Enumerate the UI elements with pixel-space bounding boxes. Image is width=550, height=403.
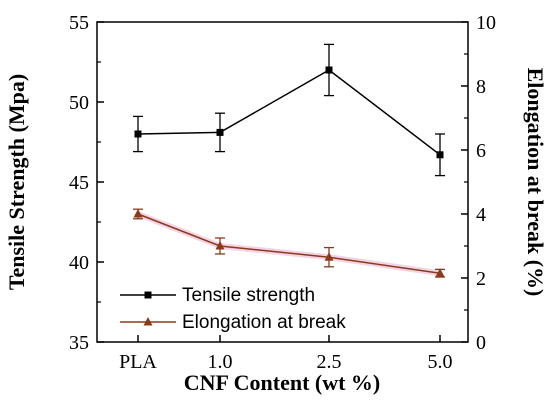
data-point [324, 252, 334, 261]
right-tick-label: 4 [476, 204, 486, 226]
x-axis-title: CNF Content (wt %) [184, 370, 381, 395]
x-axis: PLA 1.0 2.5 5.0 [119, 335, 453, 373]
right-tick-label: 0 [476, 332, 486, 354]
data-point [325, 66, 333, 74]
right-tick-label: 2 [476, 268, 486, 290]
data-point [435, 268, 445, 277]
left-axis-title: Tensile Strength (Mpa) [4, 74, 29, 290]
legend-marker [143, 317, 153, 326]
right-tick-label: 10 [476, 12, 496, 34]
series-layer [133, 43, 445, 278]
right-axis-title: Elongation at break (%) [523, 68, 548, 297]
series-line [137, 69, 441, 156]
x-tick-label: 1.0 [208, 351, 233, 373]
x-tick-label: 5.0 [428, 351, 453, 373]
left-tick-label: 45 [69, 172, 89, 194]
data-point [133, 209, 143, 218]
left-axis: 35 40 45 50 55 [69, 12, 104, 354]
left-tick-label: 50 [69, 92, 89, 114]
right-axis: 0 2 4 6 8 10 [461, 12, 496, 354]
legend-label: Tensile strength [182, 285, 315, 306]
right-tick-label: 6 [476, 140, 486, 162]
right-tick-label: 8 [476, 76, 486, 98]
data-point [436, 151, 444, 159]
legend-label: Elongation at break [182, 312, 346, 333]
data-point [215, 241, 225, 250]
data-point [216, 128, 224, 136]
data-point [134, 130, 142, 138]
x-tick-label: PLA [119, 351, 157, 373]
legend-marker [144, 291, 152, 299]
left-tick-label: 40 [69, 252, 89, 274]
series-line [137, 213, 441, 274]
series-halo [136, 211, 441, 277]
left-tick-label: 55 [69, 12, 89, 34]
left-tick-label: 35 [69, 332, 89, 354]
x-tick-label: 2.5 [317, 351, 342, 373]
legend: Tensile strength Elongation at break [120, 285, 346, 333]
